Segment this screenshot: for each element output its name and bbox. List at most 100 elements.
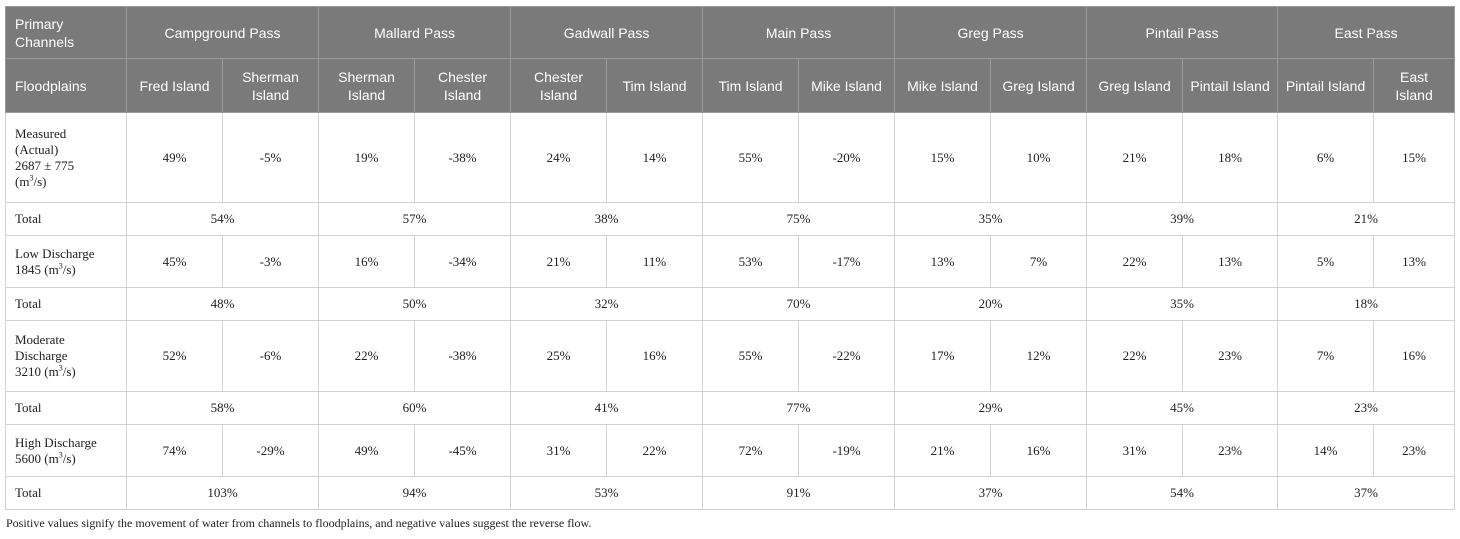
value-cell: 13% [1182,235,1279,288]
table-footnote: Positive values signify the movement of … [6,516,592,530]
total-cell: 23% [1277,391,1456,425]
value-cell: 7% [990,235,1088,288]
island-header: East Island [1373,58,1456,113]
table-row-high-total: Total 103% 94% 53% 91% 37% 54% 37% [5,476,1456,510]
value-cell: -5% [221,112,320,203]
island-header: Pintail Island [1277,58,1375,113]
island-header: Sherman Island [318,58,416,113]
value-cell: 45% [126,235,223,288]
total-cell: 21% [1277,202,1456,236]
total-cell: 91% [702,476,896,510]
value-cell: 31% [1086,424,1184,477]
table-row-low: Low Discharge 1845 (m3/s) 45% -3% 16% -3… [5,235,1456,288]
total-cell: 57% [318,202,512,236]
total-cell: 77% [702,391,896,425]
value-cell: -29% [221,424,320,477]
total-cell: 35% [1086,287,1279,321]
pass-header: Campground Pass [125,6,320,59]
row-label-high: High Discharge 5600 (m3/s) [5,424,127,477]
value-cell: 13% [894,235,992,288]
value-cell: 19% [318,112,416,203]
value-cell: 12% [990,320,1088,392]
total-cell: 48% [125,287,320,321]
value-cell: 11% [606,235,704,288]
total-cell: 38% [510,202,704,236]
total-cell: 60% [318,391,512,425]
total-cell: 37% [1277,476,1456,510]
island-header: Chester Island [414,58,512,113]
table-container: Primary Channels Campground Pass Mallard… [5,6,1456,531]
value-cell: 15% [1373,112,1456,203]
row-label-total: Total [5,202,127,236]
value-cell: 53% [702,235,800,288]
total-cell: 75% [702,202,896,236]
value-cell: 24% [510,112,608,203]
value-cell: 10% [990,112,1088,203]
island-header: Greg Island [1086,58,1184,113]
total-cell: 54% [1086,476,1279,510]
value-cell: 6% [1277,112,1375,203]
island-header: Chester Island [510,58,608,113]
value-cell: 52% [126,320,223,392]
value-cell: 13% [1373,235,1456,288]
flow-exchange-table: Primary Channels Campground Pass Mallard… [5,6,1456,510]
island-header: Tim Island [702,58,800,113]
island-header: Greg Island [990,58,1088,113]
value-cell: -20% [798,112,896,203]
value-cell: -38% [414,112,512,203]
total-cell: 103% [125,476,320,510]
island-header: Sherman Island [221,58,320,113]
value-cell: 21% [894,424,992,477]
table-row-moderate-total: Total 58% 60% 41% 77% 29% 45% 23% [5,391,1456,425]
total-cell: 35% [894,202,1088,236]
island-header: Mike Island [894,58,992,113]
total-cell: 53% [510,476,704,510]
value-cell: 16% [318,235,416,288]
value-cell: 23% [1182,320,1279,392]
row-label-moderate: Moderate Discharge 3210 (m3/s) [5,320,127,392]
value-cell: 16% [990,424,1088,477]
header-row-passes: Primary Channels Campground Pass Mallard… [5,6,1456,59]
value-cell: 17% [894,320,992,392]
pass-header: Pintail Pass [1086,6,1279,59]
value-cell: 49% [126,112,223,203]
value-cell: 22% [1086,320,1184,392]
total-cell: 29% [894,391,1088,425]
table-row-low-total: Total 48% 50% 32% 70% 20% 35% 18% [5,287,1456,321]
value-cell: 16% [1373,320,1456,392]
table-row-measured: Measured (Actual) 2687 ± 775 (m3/s) 49% … [5,112,1456,203]
row-label-total: Total [5,476,127,510]
total-cell: 54% [125,202,320,236]
value-cell: -19% [798,424,896,477]
value-cell: 55% [702,320,800,392]
value-cell: 14% [606,112,704,203]
value-cell: -3% [221,235,320,288]
value-cell: 23% [1182,424,1279,477]
value-cell: 74% [126,424,223,477]
total-cell: 18% [1277,287,1456,321]
value-cell: -22% [798,320,896,392]
value-cell: 55% [702,112,800,203]
pass-header: Mallard Pass [318,6,512,59]
value-cell: -17% [798,235,896,288]
table-row-high: High Discharge 5600 (m3/s) 74% -29% 49% … [5,424,1456,477]
header-row-islands: Floodplains Fred Island Sherman Island S… [5,58,1456,113]
row-label-total: Total [5,287,127,321]
value-cell: 16% [606,320,704,392]
row-label-measured: Measured (Actual) 2687 ± 775 (m3/s) [5,112,127,203]
value-cell: 14% [1277,424,1375,477]
total-cell: 37% [894,476,1088,510]
island-header: Tim Island [606,58,704,113]
total-cell: 50% [318,287,512,321]
value-cell: 49% [318,424,416,477]
value-cell: 22% [606,424,704,477]
total-cell: 45% [1086,391,1279,425]
value-cell: 31% [510,424,608,477]
floodplains-header: Floodplains [5,58,127,113]
value-cell: -38% [414,320,512,392]
value-cell: 23% [1373,424,1456,477]
row-label-low: Low Discharge 1845 (m3/s) [5,235,127,288]
value-cell: 22% [1086,235,1184,288]
value-cell: 25% [510,320,608,392]
value-cell: 7% [1277,320,1375,392]
